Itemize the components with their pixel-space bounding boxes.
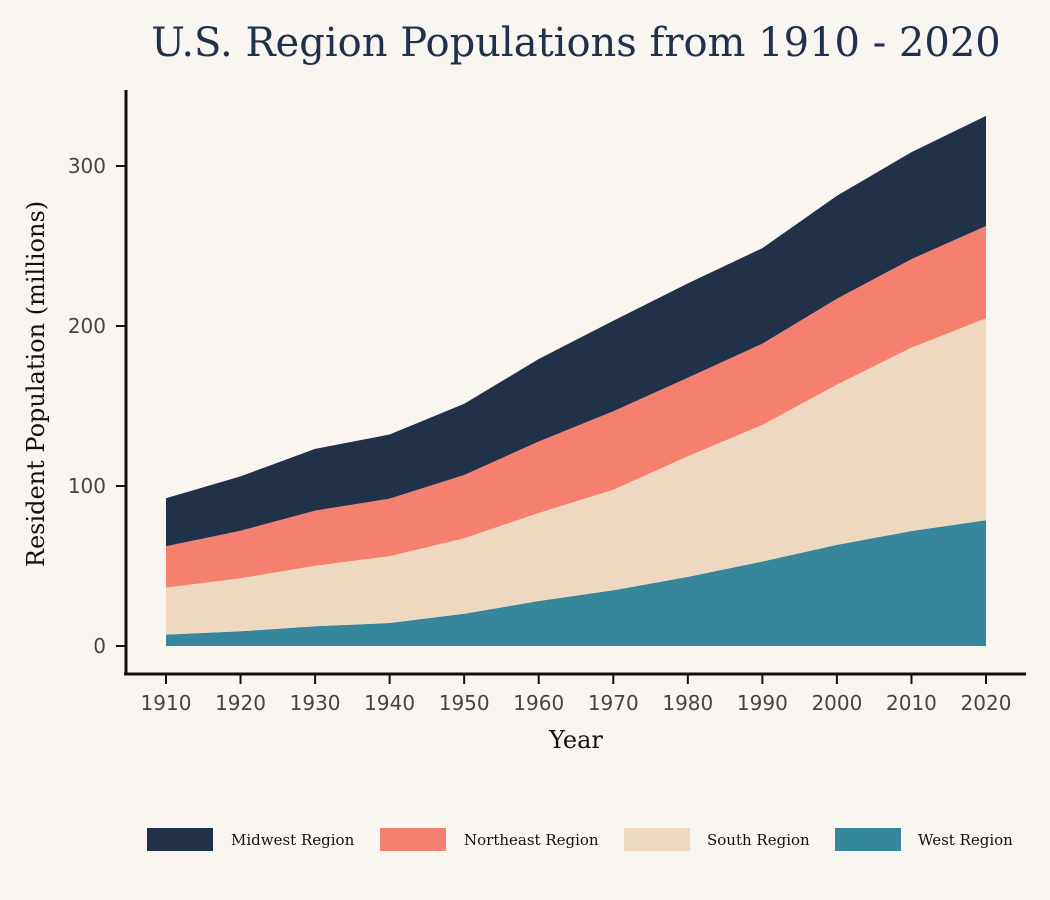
x-tick-label: 1980 xyxy=(662,691,713,715)
x-tick-label: 1920 xyxy=(215,691,266,715)
legend-swatch-west-region xyxy=(835,828,901,851)
area-south-region xyxy=(166,318,986,635)
legend: Midwest Region Northeast Region South Regi… xyxy=(147,828,1013,851)
x-tick-label: 1990 xyxy=(737,691,788,715)
x-tick-label: 1910 xyxy=(141,691,192,715)
y-tick-label: 100 xyxy=(68,474,106,498)
legend-label-northeast-region: Northeast Region xyxy=(464,831,599,849)
y-axis-ticks: 0 100 200 300 xyxy=(68,154,126,658)
x-tick-label: 1930 xyxy=(290,691,341,715)
y-tick-label: 200 xyxy=(68,314,106,338)
legend-label-south-region: South Region xyxy=(707,831,810,849)
legend-swatch-northeast-region xyxy=(380,828,446,851)
area-northeast-region xyxy=(166,226,986,588)
legend-label-midwest-region: Midwest Region xyxy=(231,831,355,849)
plot-areas xyxy=(166,115,986,646)
y-axis-label: Resident Population (millions) xyxy=(22,201,50,567)
x-tick-label: 1950 xyxy=(439,691,490,715)
x-tick-label: 2020 xyxy=(961,691,1012,715)
legend-swatch-south-region xyxy=(624,828,690,851)
x-tick-label: 2010 xyxy=(886,691,937,715)
x-tick-label: 2000 xyxy=(811,691,862,715)
x-tick-label: 1960 xyxy=(513,691,564,715)
x-axis-ticks: 1910 1920 1930 1940 1950 1960 1970 1980 1990 2000… xyxy=(141,674,1012,715)
y-tick-label: 0 xyxy=(93,634,106,658)
x-tick-label: 1940 xyxy=(364,691,415,715)
chart-title: U.S. Region Populations from 1910 - 2020 xyxy=(151,20,1000,66)
legend-swatch-midwest-region xyxy=(147,828,213,851)
area-midwest-region xyxy=(166,115,986,547)
area-west-region xyxy=(166,520,986,646)
x-axis-label: Year xyxy=(548,726,603,754)
x-tick-label: 1970 xyxy=(588,691,639,715)
y-tick-label: 300 xyxy=(68,154,106,178)
legend-label-west-region: West Region xyxy=(918,831,1013,849)
